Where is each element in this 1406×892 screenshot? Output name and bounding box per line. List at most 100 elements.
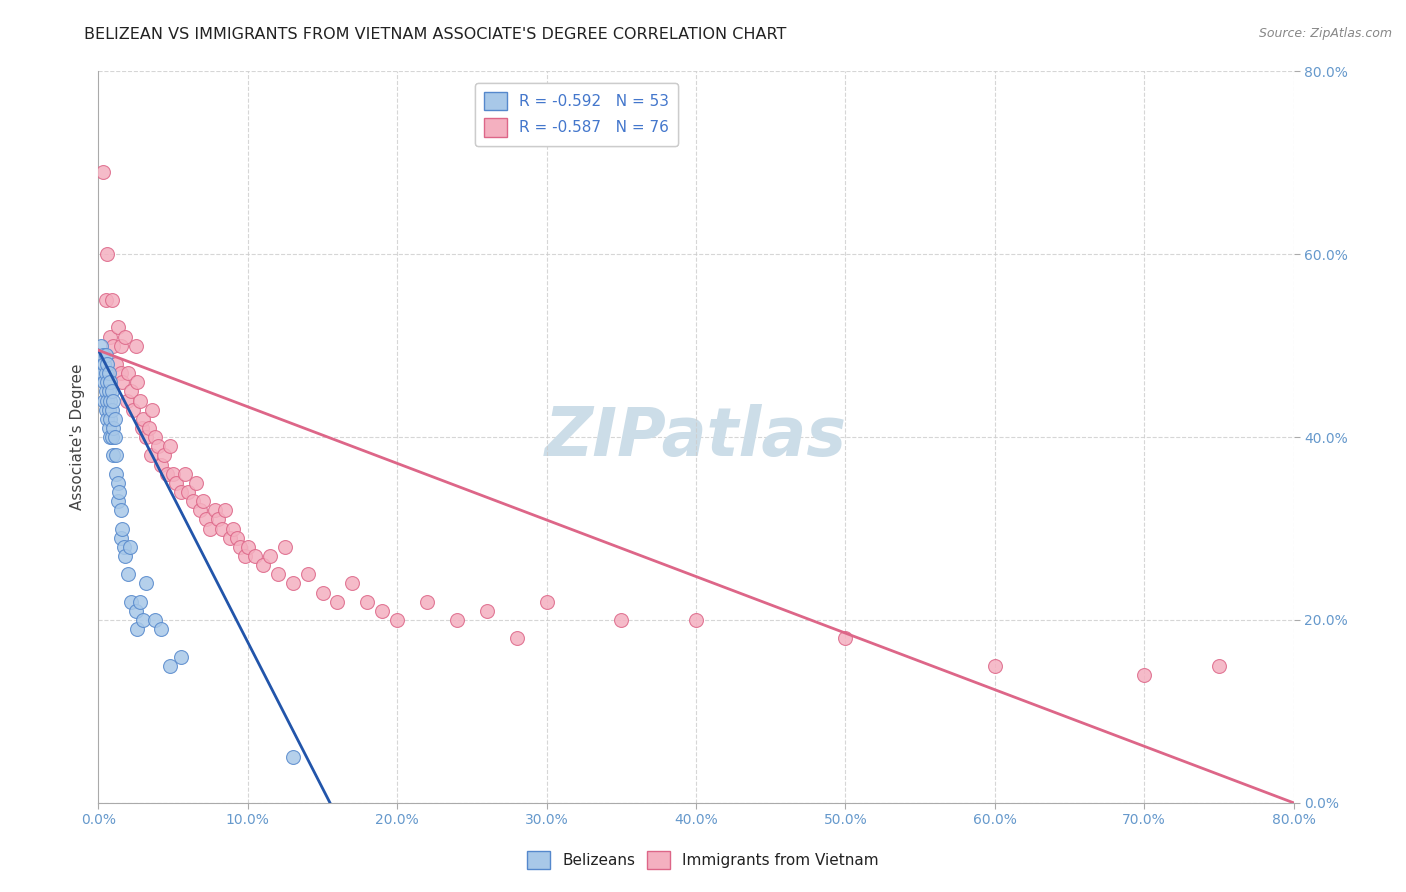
Point [120, 594, 142, 608]
Point [184, 475, 207, 490]
Point [98, 430, 122, 444]
Point [984, 658, 1007, 673]
Point [97, 384, 120, 399]
Y-axis label: Associate's Degree: Associate's Degree [69, 364, 84, 510]
Point [153, 448, 176, 462]
Point [101, 402, 124, 417]
Point [93, 375, 115, 389]
Point [96, 393, 118, 408]
Point [834, 632, 856, 646]
Point [174, 467, 197, 481]
Point [120, 384, 142, 399]
Point [536, 594, 558, 608]
Point [104, 430, 127, 444]
Point [139, 448, 162, 462]
Point [132, 613, 155, 627]
Point [107, 494, 129, 508]
Point [204, 503, 226, 517]
Point [159, 658, 181, 673]
Point [1133, 667, 1156, 681]
Point [110, 338, 132, 352]
Point [117, 567, 139, 582]
Point [165, 475, 187, 490]
Point [135, 430, 157, 444]
Point [115, 393, 138, 408]
Point [135, 576, 157, 591]
Point [610, 613, 633, 627]
Point [94, 293, 117, 307]
Point [159, 439, 181, 453]
Point [156, 467, 179, 481]
Point [91, 165, 114, 179]
Point [195, 512, 218, 526]
Point [90, 338, 112, 352]
Point [281, 750, 304, 764]
Point [98, 393, 122, 408]
Point [105, 357, 128, 371]
Point [416, 594, 439, 608]
Point [162, 467, 184, 481]
Point [111, 375, 134, 389]
Point [114, 329, 136, 343]
Point [98, 375, 122, 389]
Point [96, 357, 118, 371]
Point [200, 521, 222, 535]
Point [219, 531, 242, 545]
Point [1208, 658, 1230, 673]
Text: BELIZEAN VS IMMIGRANTS FROM VIETNAM ASSOCIATE'S DEGREE CORRELATION CHART: BELIZEAN VS IMMIGRANTS FROM VIETNAM ASSO… [84, 27, 787, 42]
Point [143, 430, 166, 444]
Point [267, 567, 290, 582]
Point [114, 549, 136, 563]
Point [105, 467, 128, 481]
Point [342, 576, 364, 591]
Point [259, 549, 281, 563]
Point [129, 393, 152, 408]
Point [97, 402, 120, 417]
Point [101, 384, 124, 399]
Point [326, 594, 349, 608]
Point [118, 540, 141, 554]
Point [98, 329, 122, 343]
Point [127, 622, 149, 636]
Point [91, 366, 114, 380]
Point [105, 448, 128, 462]
Point [107, 475, 129, 490]
Point [110, 503, 132, 517]
Point [207, 512, 229, 526]
Point [229, 540, 252, 554]
Point [110, 531, 132, 545]
Point [110, 366, 132, 380]
Point [385, 613, 409, 627]
Point [169, 485, 191, 500]
Point [446, 613, 468, 627]
Point [245, 549, 267, 563]
Point [112, 540, 135, 554]
Point [96, 247, 118, 261]
Point [97, 421, 120, 435]
Text: ZIPatlas: ZIPatlas [546, 404, 846, 470]
Point [150, 458, 173, 472]
Point [506, 632, 529, 646]
Point [94, 384, 117, 399]
Point [281, 576, 304, 591]
Point [111, 521, 134, 535]
Point [94, 366, 117, 380]
Text: Source: ZipAtlas.com: Source: ZipAtlas.com [1258, 27, 1392, 40]
Point [104, 412, 127, 426]
Point [101, 293, 124, 307]
Point [97, 366, 120, 380]
Point [93, 357, 115, 371]
Point [94, 402, 117, 417]
Point [211, 521, 233, 535]
Point [191, 494, 214, 508]
Point [143, 613, 166, 627]
Point [475, 604, 498, 618]
Legend: R = -0.592   N = 53, R = -0.587   N = 76: R = -0.592 N = 53, R = -0.587 N = 76 [475, 83, 678, 146]
Point [236, 540, 259, 554]
Point [117, 366, 139, 380]
Point [101, 430, 124, 444]
Point [371, 604, 394, 618]
Point [125, 604, 148, 618]
Point [311, 585, 333, 599]
Point [356, 594, 378, 608]
